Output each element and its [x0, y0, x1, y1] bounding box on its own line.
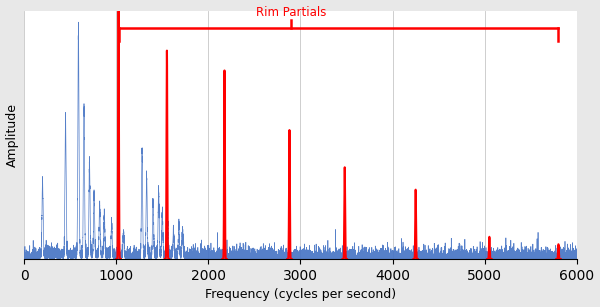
Y-axis label: Amplitude: Amplitude [5, 103, 19, 167]
Text: Rim Partials: Rim Partials [256, 6, 326, 19]
X-axis label: Frequency (cycles per second): Frequency (cycles per second) [205, 289, 396, 301]
